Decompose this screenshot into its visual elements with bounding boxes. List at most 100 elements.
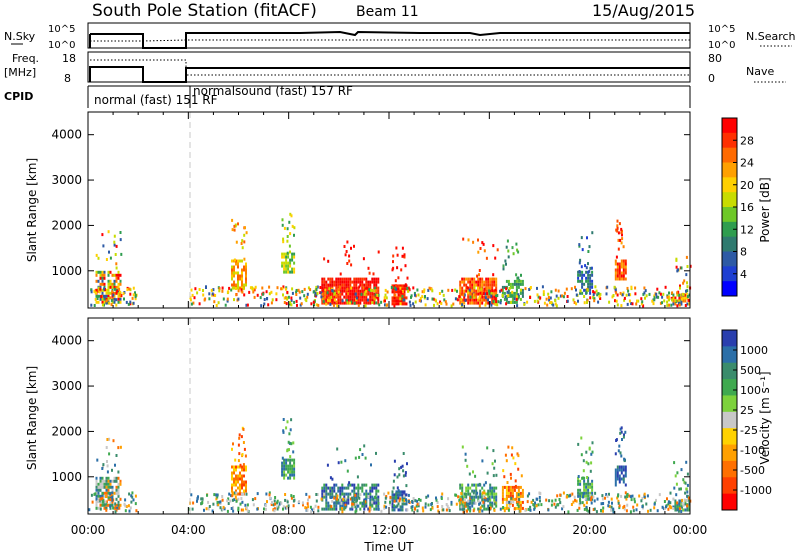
echo-cell: [101, 279, 104, 283]
echo-cell: [235, 468, 237, 472]
echo-cell: [233, 283, 235, 287]
echo-cell: [421, 290, 424, 294]
echo-cell: [243, 240, 246, 244]
echo-cell: [237, 274, 239, 278]
echo-cell: [495, 280, 498, 284]
echo-cell: [583, 503, 586, 507]
echo-cell: [581, 291, 584, 295]
echo-cell: [383, 504, 386, 508]
echo-cell: [399, 490, 402, 494]
echo-cell: [475, 495, 478, 499]
echo-cell: [670, 506, 673, 510]
echo-cell: [281, 461, 284, 465]
echo-cell: [132, 498, 135, 502]
echo-cell: [562, 295, 565, 299]
echo-cell: [577, 475, 580, 478]
echo-cell: [659, 292, 662, 296]
echo-cell: [587, 479, 590, 483]
echo-cell: [479, 489, 482, 493]
echo-cell: [243, 257, 246, 261]
echo-cell: [513, 300, 516, 304]
echo-cell: [336, 304, 339, 308]
echo-cell: [375, 483, 378, 487]
echo-cell: [355, 283, 358, 287]
echo-cell: [495, 495, 498, 499]
echo-cell: [675, 508, 677, 512]
echo-cell: [622, 291, 625, 295]
echo-cell: [491, 283, 494, 287]
echo-cell: [655, 498, 657, 502]
echo-cell: [306, 508, 309, 512]
echo-cell: [127, 302, 130, 306]
echo-cell: [348, 481, 351, 485]
echo-cell: [521, 491, 524, 495]
echo-cell: [95, 485, 98, 489]
echo-cell: [371, 495, 374, 499]
echo-cell: [359, 486, 362, 490]
echo-cell: [118, 506, 121, 510]
echo-cell: [98, 499, 101, 503]
echo-cell: [284, 498, 287, 502]
echo-cell: [479, 495, 482, 499]
echo-cell: [341, 292, 344, 296]
echo-cell: [463, 495, 466, 499]
echo-cell: [583, 488, 586, 492]
echo-cell: [679, 286, 681, 290]
echo-cell: [359, 301, 362, 305]
echo-cell: [377, 298, 380, 302]
echo-cell: [295, 299, 298, 303]
echo-cell: [248, 290, 251, 294]
echo-cell: [97, 270, 100, 274]
echo-cell: [113, 491, 116, 495]
echo-cell: [396, 266, 399, 270]
echo-cell: [447, 497, 450, 501]
echo-cell: [504, 259, 507, 263]
echo-cell: [303, 287, 306, 291]
echo-cell: [287, 504, 290, 508]
echo-cell: [577, 299, 579, 303]
echo-cell: [367, 492, 370, 496]
echo-cell: [333, 504, 336, 508]
echo-cell: [581, 276, 584, 280]
echo-cell: [281, 264, 284, 268]
echo-cell: [319, 291, 322, 295]
echo-cell: [401, 302, 404, 306]
echo-cell: [235, 262, 237, 266]
echo-cell: [241, 280, 243, 284]
echo-cell: [99, 276, 102, 280]
echo-cell: [237, 497, 240, 501]
echo-cell: [459, 495, 462, 499]
echo-cell: [105, 502, 108, 506]
echo-cell: [349, 301, 351, 305]
echo-cell: [117, 282, 120, 286]
echo-cell: [351, 280, 354, 284]
echo-cell: [341, 299, 344, 303]
echo-cell: [484, 296, 487, 300]
colorbar-tick-label: 12: [740, 223, 754, 236]
echo-cell: [404, 283, 407, 287]
echo-cell: [357, 289, 360, 293]
echo-cell: [655, 292, 658, 296]
echo-cell: [582, 459, 585, 463]
echo-cell: [233, 480, 235, 484]
echo-cell: [315, 288, 318, 291]
echo-cell: [97, 494, 100, 498]
echo-cell: [373, 501, 376, 505]
echo-cell: [482, 500, 485, 504]
echo-cell: [471, 283, 474, 287]
echo-cell: [231, 447, 233, 451]
echo-cell: [600, 502, 603, 506]
echo-cell: [245, 262, 247, 266]
echo-cell: [288, 432, 291, 436]
echo-cell: [344, 497, 347, 501]
echo-cell: [418, 299, 421, 303]
echo-cell: [589, 494, 592, 498]
echo-cell: [393, 304, 396, 308]
echo-cell: [357, 292, 360, 296]
echo-cell: [557, 296, 560, 300]
echo-cell: [459, 504, 462, 508]
echo-cell: [370, 288, 373, 292]
echo-cell: [335, 492, 338, 496]
echo-cell: [466, 509, 468, 513]
echo-cell: [405, 302, 408, 306]
